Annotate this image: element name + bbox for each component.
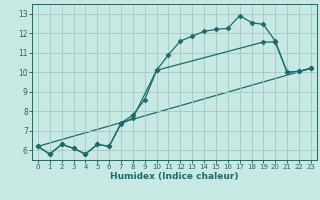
X-axis label: Humidex (Indice chaleur): Humidex (Indice chaleur) <box>110 172 239 181</box>
